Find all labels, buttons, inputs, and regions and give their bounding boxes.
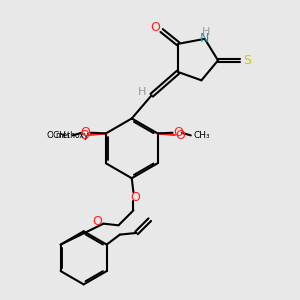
Text: O: O: [151, 21, 160, 34]
Text: O: O: [130, 191, 140, 204]
Text: O: O: [93, 215, 103, 229]
Text: methoxy: methoxy: [56, 131, 89, 140]
Text: O: O: [81, 126, 91, 139]
Text: S: S: [243, 54, 251, 67]
Text: CH₃: CH₃: [193, 130, 210, 140]
Text: O: O: [79, 129, 89, 142]
Text: O: O: [175, 129, 185, 142]
Text: H: H: [202, 27, 211, 37]
Text: O: O: [173, 126, 183, 139]
Text: OCH₃: OCH₃: [47, 130, 70, 140]
Text: N: N: [200, 32, 209, 45]
Text: H: H: [138, 87, 147, 97]
